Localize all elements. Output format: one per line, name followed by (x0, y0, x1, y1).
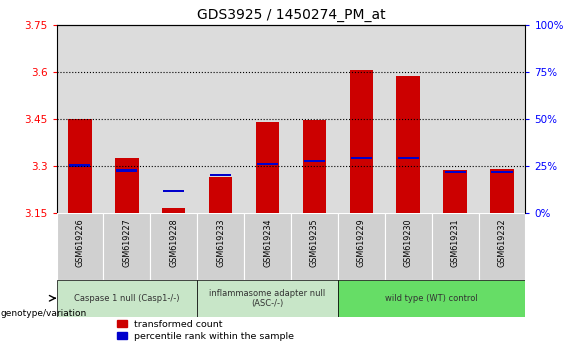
Bar (479, 213, 525, 280)
Text: GSM619231: GSM619231 (451, 218, 459, 267)
Bar (303, 120, 326, 213)
Bar (197, 280, 338, 317)
Bar (492, 171, 512, 173)
Text: GSM619229: GSM619229 (357, 218, 366, 267)
Bar (398, 156, 419, 159)
Text: GSM619226: GSM619226 (76, 218, 84, 267)
Bar (445, 171, 466, 173)
Title: GDS3925 / 1450274_PM_at: GDS3925 / 1450274_PM_at (197, 8, 385, 22)
Text: Caspase 1 null (Casp1-/-): Caspase 1 null (Casp1-/-) (74, 294, 180, 303)
Text: GSM619234: GSM619234 (263, 218, 272, 267)
Bar (385, 213, 432, 280)
Bar (56, 25, 103, 213)
Bar (257, 163, 278, 165)
Text: genotype/variation: genotype/variation (1, 309, 87, 318)
Bar (56, 280, 197, 317)
Bar (350, 70, 373, 213)
Text: GSM619230: GSM619230 (404, 218, 412, 267)
Bar (432, 25, 479, 213)
Bar (444, 170, 467, 213)
Bar (210, 174, 231, 176)
Text: GSM619232: GSM619232 (498, 218, 506, 267)
Bar (197, 213, 244, 280)
Bar (150, 213, 197, 280)
Text: GSM619227: GSM619227 (123, 218, 131, 267)
Bar (116, 169, 137, 172)
Bar (291, 213, 338, 280)
Bar (163, 189, 184, 192)
Bar (56, 213, 103, 280)
Bar (150, 25, 197, 213)
Text: GSM619233: GSM619233 (216, 218, 225, 267)
Bar (256, 122, 279, 213)
Bar (304, 160, 325, 162)
Legend: transformed count, percentile rank within the sample: transformed count, percentile rank withi… (118, 320, 294, 341)
Bar (351, 156, 372, 159)
Bar (209, 177, 232, 213)
Bar (244, 213, 291, 280)
Bar (432, 213, 479, 280)
Text: wild type (WT) control: wild type (WT) control (385, 294, 478, 303)
Bar (338, 25, 385, 213)
Text: GSM619235: GSM619235 (310, 218, 319, 267)
Text: GSM619228: GSM619228 (170, 218, 178, 267)
Text: inflammasome adapter null
(ASC-/-): inflammasome adapter null (ASC-/-) (210, 289, 325, 308)
Bar (385, 25, 432, 213)
Bar (103, 25, 150, 213)
Bar (490, 169, 514, 213)
Bar (291, 25, 338, 213)
Bar (68, 119, 92, 213)
Bar (338, 213, 385, 280)
Bar (244, 25, 291, 213)
Bar (115, 158, 138, 213)
Bar (103, 213, 150, 280)
Bar (197, 25, 244, 213)
Bar (162, 208, 185, 213)
Bar (479, 25, 525, 213)
Bar (338, 280, 525, 317)
Bar (69, 165, 90, 167)
Bar (397, 76, 420, 213)
